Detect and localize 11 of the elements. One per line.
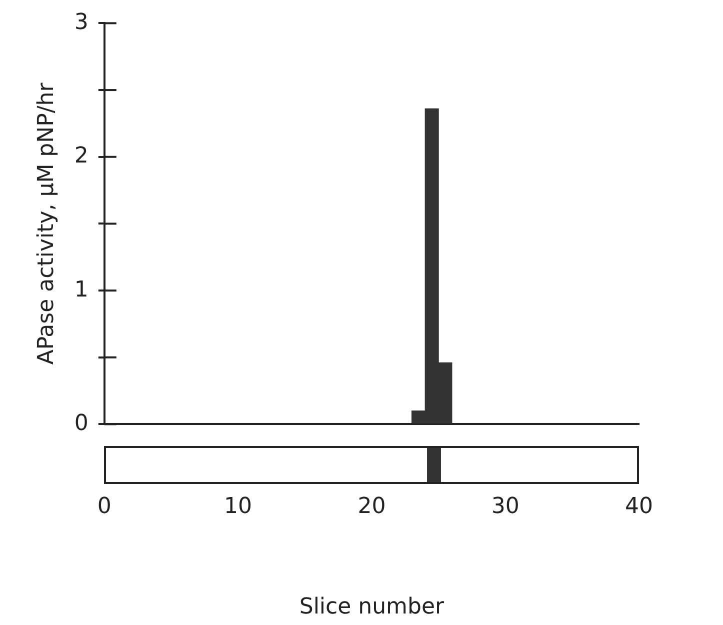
x-tick-label: 20: [358, 494, 386, 520]
y-tick-label: 2: [74, 144, 88, 169]
y-axis-title: APase activity, μM pNP/hr: [34, 82, 59, 365]
x-tick-label: 0: [97, 494, 112, 520]
x-tick-label: 10: [224, 494, 252, 520]
x-tick-label: 40: [625, 494, 654, 520]
y-tick-label: 1: [74, 277, 88, 302]
x-tick-label: 30: [491, 494, 520, 520]
y-tick-label: 3: [74, 10, 88, 35]
x-axis-title: Slice number: [299, 594, 445, 620]
y-tick-label: 0: [74, 410, 88, 436]
